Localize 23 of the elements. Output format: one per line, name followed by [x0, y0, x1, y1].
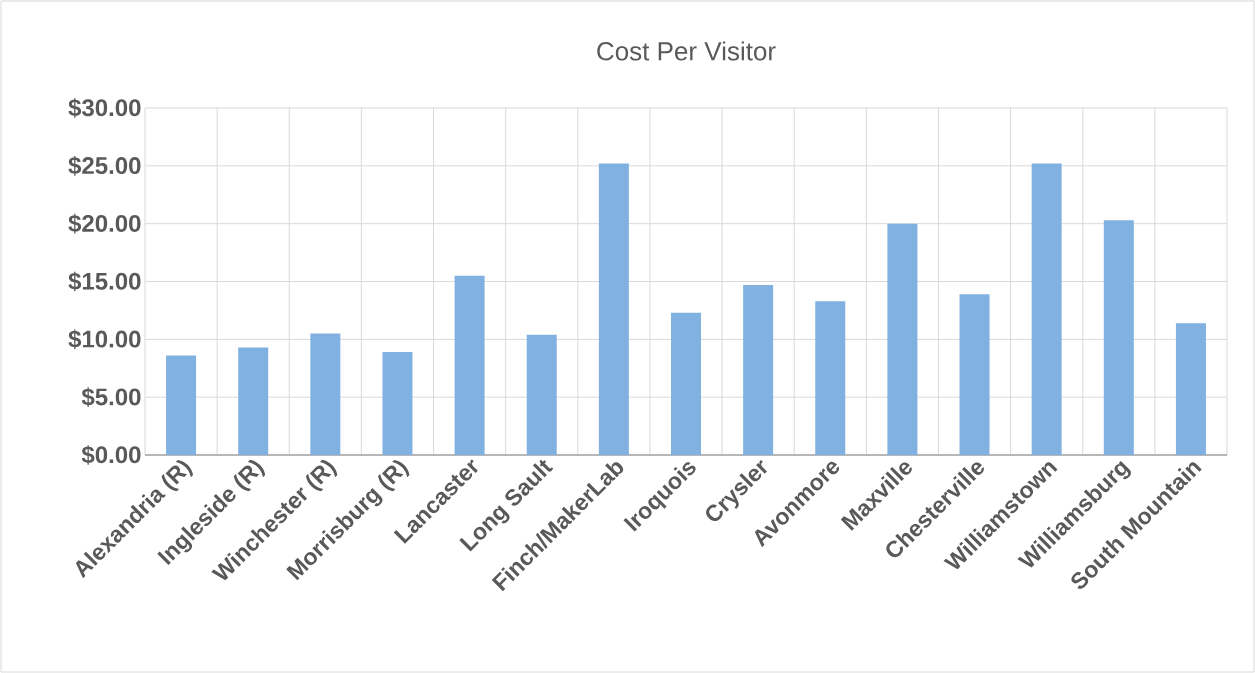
bar [1103, 220, 1134, 455]
chart-title: Cost Per Visitor [597, 41, 776, 61]
y-tick-label: $5.00 [81, 387, 141, 407]
y-tick-label: $0.00 [81, 445, 141, 465]
y-tick-label: $25.00 [68, 156, 141, 176]
bar [959, 294, 990, 455]
bar [1031, 163, 1062, 455]
bar [238, 347, 269, 455]
bar [526, 334, 557, 455]
y-tick-label: $20.00 [68, 213, 141, 234]
bar [454, 275, 485, 455]
bar [1175, 323, 1206, 455]
bar [310, 333, 341, 455]
bar [598, 163, 629, 455]
bar [166, 355, 197, 455]
bar [743, 284, 774, 455]
bar [887, 223, 918, 455]
bar [671, 312, 701, 455]
bar [382, 352, 413, 455]
y-tick-label: $10.00 [68, 329, 141, 350]
bar [815, 301, 846, 455]
y-tick-label: $15.00 [68, 271, 141, 292]
y-tick-label: $30.00 [68, 98, 141, 118]
